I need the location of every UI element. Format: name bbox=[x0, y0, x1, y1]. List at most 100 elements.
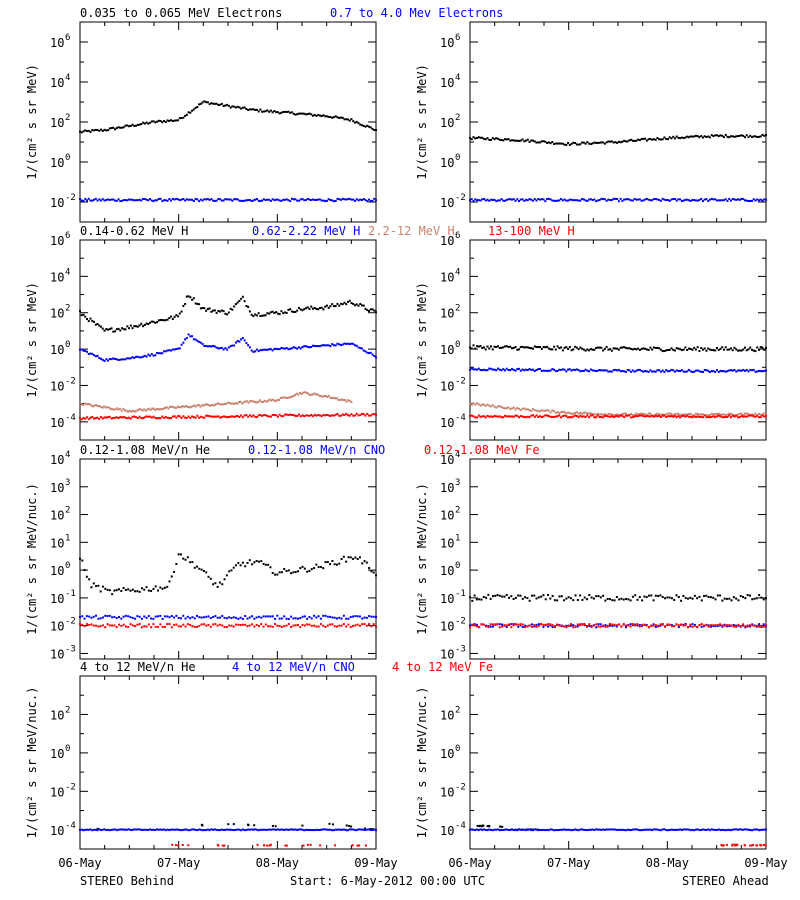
data-point bbox=[87, 828, 90, 831]
data-point bbox=[240, 107, 243, 110]
data-point bbox=[740, 828, 743, 831]
data-point bbox=[503, 624, 506, 627]
data-point bbox=[537, 623, 540, 626]
data-point bbox=[703, 198, 706, 201]
data-point bbox=[763, 348, 766, 351]
data-point bbox=[322, 828, 325, 831]
data-point bbox=[696, 625, 699, 628]
data-point bbox=[108, 614, 111, 617]
data-point bbox=[259, 414, 262, 417]
data-point bbox=[747, 199, 750, 202]
data-point bbox=[324, 394, 327, 397]
data-point bbox=[80, 131, 83, 134]
data-point bbox=[745, 828, 748, 831]
data-point bbox=[603, 828, 606, 831]
data-point bbox=[375, 574, 377, 577]
data-point bbox=[333, 563, 336, 566]
data-point bbox=[663, 136, 666, 139]
data-point bbox=[355, 829, 358, 832]
data-point bbox=[491, 623, 494, 626]
data-point bbox=[530, 368, 533, 371]
data-point bbox=[546, 414, 549, 417]
data-point bbox=[196, 198, 199, 201]
data-point bbox=[232, 625, 235, 628]
data-point bbox=[582, 141, 585, 144]
data-point bbox=[722, 199, 725, 202]
data-point bbox=[533, 415, 536, 418]
data-point bbox=[85, 615, 88, 618]
data-point bbox=[547, 369, 550, 372]
data-point bbox=[253, 824, 256, 827]
data-point bbox=[590, 596, 593, 599]
data-point bbox=[226, 198, 229, 201]
data-point bbox=[561, 368, 564, 371]
data-point bbox=[652, 370, 655, 373]
data-point bbox=[546, 345, 549, 348]
data-point bbox=[264, 563, 267, 566]
data-point bbox=[280, 625, 283, 628]
data-point bbox=[525, 198, 528, 201]
data-point bbox=[607, 348, 610, 351]
data-point bbox=[479, 824, 482, 827]
data-point bbox=[331, 829, 334, 832]
data-point bbox=[219, 829, 222, 832]
data-point bbox=[736, 135, 739, 138]
data-point bbox=[742, 368, 745, 371]
data-point bbox=[117, 408, 120, 411]
data-point bbox=[292, 624, 295, 627]
data-point bbox=[560, 828, 563, 831]
data-point bbox=[498, 347, 501, 350]
data-point bbox=[173, 616, 176, 619]
data-point bbox=[129, 616, 132, 619]
data-point bbox=[493, 345, 496, 348]
data-point bbox=[208, 415, 211, 418]
data-point bbox=[157, 615, 160, 618]
data-point bbox=[696, 135, 699, 138]
data-point bbox=[179, 617, 182, 620]
data-point bbox=[322, 199, 325, 202]
data-point bbox=[512, 406, 515, 409]
data-point bbox=[186, 615, 189, 618]
data-point bbox=[266, 828, 269, 831]
data-point bbox=[694, 416, 697, 419]
data-point bbox=[728, 828, 731, 831]
data-point bbox=[98, 417, 101, 420]
data-point bbox=[537, 596, 540, 599]
data-point bbox=[159, 352, 162, 355]
data-point bbox=[491, 595, 494, 598]
data-point bbox=[661, 828, 664, 831]
data-point bbox=[175, 197, 178, 200]
data-point bbox=[97, 617, 100, 620]
data-point bbox=[159, 828, 162, 831]
data-point bbox=[367, 198, 370, 201]
data-point bbox=[226, 348, 229, 351]
data-point bbox=[136, 325, 139, 328]
data-point bbox=[128, 357, 131, 360]
data-point bbox=[79, 557, 81, 560]
data-point bbox=[556, 345, 559, 348]
data-point bbox=[668, 623, 671, 626]
data-point bbox=[504, 828, 507, 831]
data-point bbox=[138, 828, 141, 831]
data-point bbox=[165, 406, 168, 409]
data-point bbox=[477, 199, 480, 202]
data-point bbox=[614, 413, 617, 416]
data-point bbox=[654, 198, 657, 201]
data-point bbox=[728, 414, 731, 417]
data-point bbox=[523, 415, 526, 418]
data-point bbox=[325, 304, 328, 307]
data-point bbox=[184, 416, 187, 419]
data-point bbox=[264, 110, 267, 113]
data-point bbox=[525, 368, 528, 371]
data-point bbox=[735, 414, 738, 417]
y-tick-exponent: -2 bbox=[455, 376, 466, 386]
data-point bbox=[306, 197, 309, 200]
data-point bbox=[112, 828, 115, 831]
data-point bbox=[331, 414, 334, 417]
data-point bbox=[357, 414, 360, 417]
data-point bbox=[221, 583, 224, 586]
data-point bbox=[686, 626, 689, 629]
data-point bbox=[549, 142, 552, 145]
data-point bbox=[196, 414, 199, 417]
data-point bbox=[306, 392, 309, 395]
